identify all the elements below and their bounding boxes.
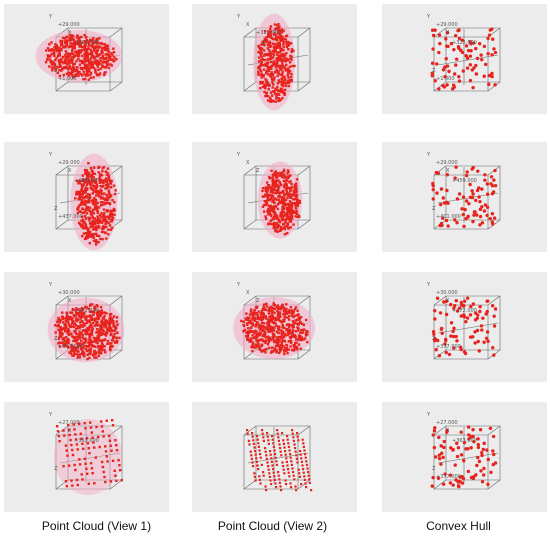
plot-panel-row-1-col-2: Y X +322.000 Z <box>192 4 357 114</box>
axis-tick-label: +30.000 <box>58 290 80 296</box>
axis-tick-label: +322.000 <box>256 30 281 36</box>
axis-tick-label: +27.000 <box>58 420 80 426</box>
axis-tick-label: Z <box>432 466 436 472</box>
axis-tick-label: Y <box>48 282 53 288</box>
axis-tick-label: Z <box>256 298 260 304</box>
column-label-point-cloud-view-1: Point Cloud (View 1) <box>41 519 152 533</box>
bounding-cube <box>243 425 311 490</box>
axis-tick-label: Z <box>432 336 436 342</box>
axis-tick-label: Y <box>426 282 431 288</box>
axis-tick-label: X <box>246 22 250 28</box>
axis-tick-label: Z <box>256 168 260 174</box>
axis-tick-label: X <box>68 298 72 304</box>
axis-tick-label: Y <box>236 152 241 158</box>
point-cloud <box>47 297 125 363</box>
axis-tick-label: Z <box>262 40 266 46</box>
axis-tick-label: +377.000 <box>58 344 83 350</box>
axis-tick-label: Y <box>426 14 431 20</box>
axis-tick-label: Y <box>48 14 53 20</box>
point-cloud <box>70 153 118 251</box>
axis-tick-label: X <box>246 290 250 296</box>
axis-tick-label: Y <box>236 14 241 20</box>
axis-tick-label: Z <box>54 336 58 342</box>
convex-hull-points <box>430 425 498 489</box>
axis-tick-label: Z <box>432 68 436 74</box>
axis-tick-label: X <box>446 428 450 434</box>
axis-tick-label: +459.000 <box>74 178 99 184</box>
axis-tick-label: X <box>68 428 72 434</box>
plot-panel-row-4-col-1: Y +27.000 X +363.000 Z <box>4 402 169 512</box>
axis-tick-label: Z <box>54 466 58 472</box>
axis-tick-label: Z <box>54 206 58 212</box>
plot-panel-row-1-col-3: Y +29.000 X +322.000 Z +1.000 <box>382 4 547 114</box>
axis-tick-label: +30.000 <box>436 290 458 296</box>
plot-panel-row-4-col-2 <box>192 402 357 512</box>
axis-tick-label: Y <box>48 152 53 158</box>
axis-tick-label: X <box>68 30 72 36</box>
axis-tick-label: X <box>446 298 450 304</box>
axis-tick-label: X <box>446 30 450 36</box>
axis-tick-label: Y <box>426 412 431 418</box>
point-cloud <box>54 419 123 495</box>
point-cloud <box>35 29 123 83</box>
axis-tick-label: +322.000 <box>74 40 99 46</box>
axis-tick-label: +29.000 <box>58 22 80 28</box>
axis-tick-label: Z <box>54 68 58 74</box>
point-cloud <box>257 161 303 239</box>
axis-tick-label: Y <box>48 412 53 418</box>
column-label-convex-hull: Convex Hull <box>426 519 491 533</box>
point-cloud <box>252 13 296 111</box>
point-cloud <box>233 297 315 359</box>
axis-tick-label: +372.000 <box>452 308 477 314</box>
axis-tick-label: +29.000 <box>436 160 458 166</box>
axis-tick-label: +459.000 <box>452 178 477 184</box>
column-label-point-cloud-view-2: Point Cloud (View 2) <box>217 519 328 533</box>
axis-tick-label: Y <box>426 152 431 158</box>
bounding-cube <box>433 27 501 92</box>
axis-tick-label: Y <box>236 282 241 288</box>
plot-panel-row-1-col-1: Y +29.000 X +322.000 Z +1.000 <box>4 4 169 114</box>
axis-tick-label: +437.000 <box>58 214 83 220</box>
plot-panel-row-2-col-3: Y +29.000 X +459.000 Z +401.000 <box>382 142 547 252</box>
axis-tick-label: Z <box>432 206 436 212</box>
plot-panel-row-2-col-1: Y +29.000 X +459.000 Z +437.000 <box>4 142 169 252</box>
axis-tick-label: +363.000 <box>74 438 99 444</box>
plot-panel-row-3-col-1: Y +30.000 X +372.000 Z +377.000 <box>4 272 169 382</box>
axis-tick-label: X <box>246 160 250 166</box>
plot-panel-row-3-col-3: Y +30.000 X +372.000 Z +377.000 <box>382 272 547 382</box>
axis-tick-label: +322.000 <box>452 40 477 46</box>
axis-tick-label: +363.000 <box>452 438 477 444</box>
axis-tick-label: +1.000 <box>58 76 77 82</box>
axis-tick-label: +372.000 <box>74 308 99 314</box>
axis-tick-label: +401.000 <box>436 214 461 220</box>
axis-tick-label: +377.000 <box>436 474 461 480</box>
convex-hull-points <box>430 27 498 91</box>
axis-tick-label: +29.000 <box>436 22 458 28</box>
point-cloud <box>246 429 313 492</box>
axis-tick-label: +377.000 <box>436 344 461 350</box>
convex-hull-points <box>431 165 498 229</box>
axis-tick-label: X <box>68 168 72 174</box>
convex-hull-points <box>431 296 498 358</box>
axis-tick-label: X <box>446 168 450 174</box>
axis-tick-label: +29.000 <box>58 160 80 166</box>
plot-panel-row-4-col-3: Y +27.000 X +363.000 Z +377.000 <box>382 402 547 512</box>
axis-tick-label: +1.000 <box>436 76 455 82</box>
axis-tick-label: +27.000 <box>436 420 458 426</box>
